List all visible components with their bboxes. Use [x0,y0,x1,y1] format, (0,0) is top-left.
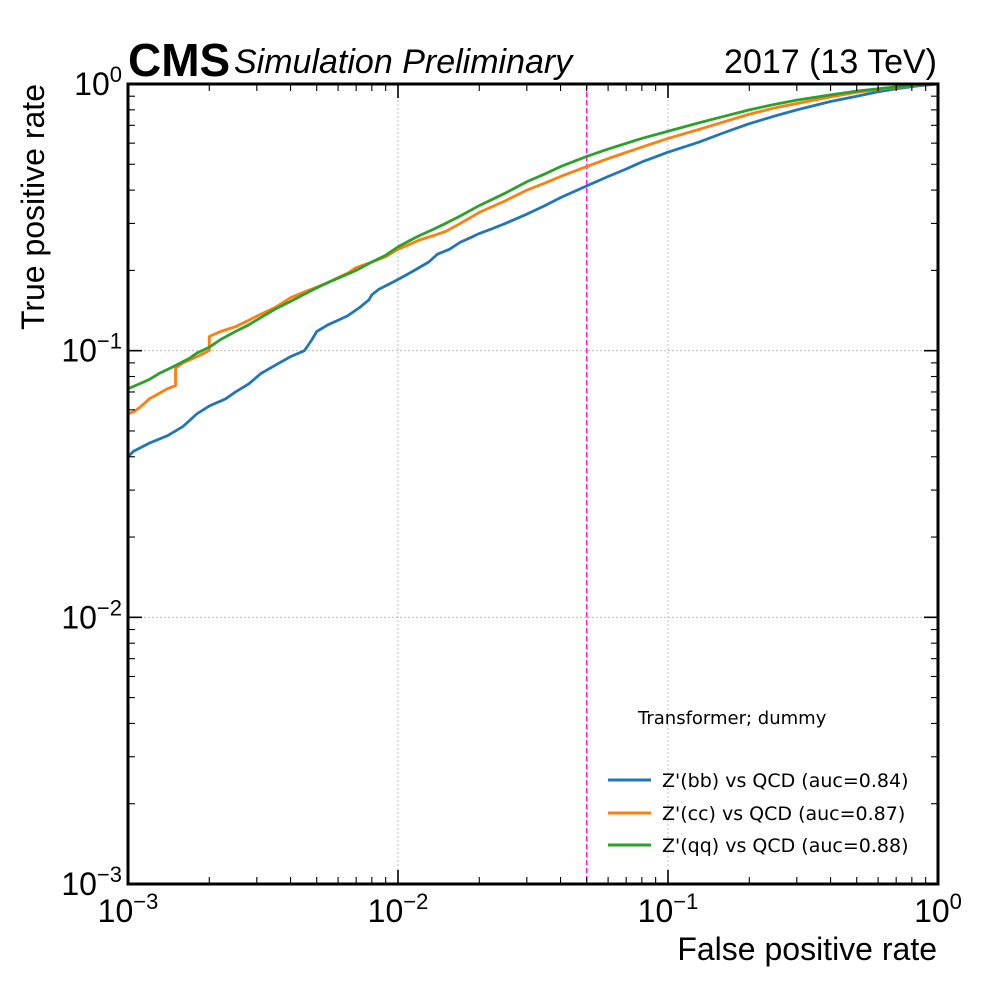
legend-label-2: Z'(cc) vs QCD (auc=0.87) [662,803,905,825]
x-axis-label: False positive rate [677,931,937,967]
legend: Transformer; dummy Z'(bb) vs QCD (auc=0.… [608,708,908,857]
legend-entries: Z'(bb) vs QCD (auc=0.84) Z'(cc) vs QCD (a… [608,770,908,857]
x-tick-label: 10−3 [98,889,159,929]
legend-label-1: Z'(bb) vs QCD (auc=0.84) [662,770,908,792]
y-tick-labels: 10−3 10−2 10−1 100 [61,62,122,902]
series-line-3 [128,84,938,390]
series-line-2 [128,84,938,416]
grid [128,84,938,884]
ticks [127,83,939,885]
legend-title: Transformer; dummy [637,708,827,729]
series-group [128,84,938,458]
axes-frame [126,82,940,886]
y-axis-label: True positive rate [15,84,51,330]
x-tick-label: 10−2 [368,889,429,929]
x-tick-labels: 10−3 10−2 10−1 100 [98,889,962,929]
y-tick-label: 10−2 [61,595,122,635]
cms-label: CMS [128,34,230,86]
lumi-label: 2017 (13 TeV) [724,43,937,81]
simulation-label: Simulation Preliminary [234,43,574,81]
y-tick-label: 10−3 [61,862,122,902]
y-tick-label: 10−1 [61,329,122,369]
x-tick-label: 100 [914,889,962,929]
legend-label-3: Z'(qq) vs QCD (auc=0.88) [662,835,908,857]
series-line-1 [128,84,938,458]
x-tick-label: 10−1 [638,889,699,929]
y-tick-label: 100 [74,62,122,102]
